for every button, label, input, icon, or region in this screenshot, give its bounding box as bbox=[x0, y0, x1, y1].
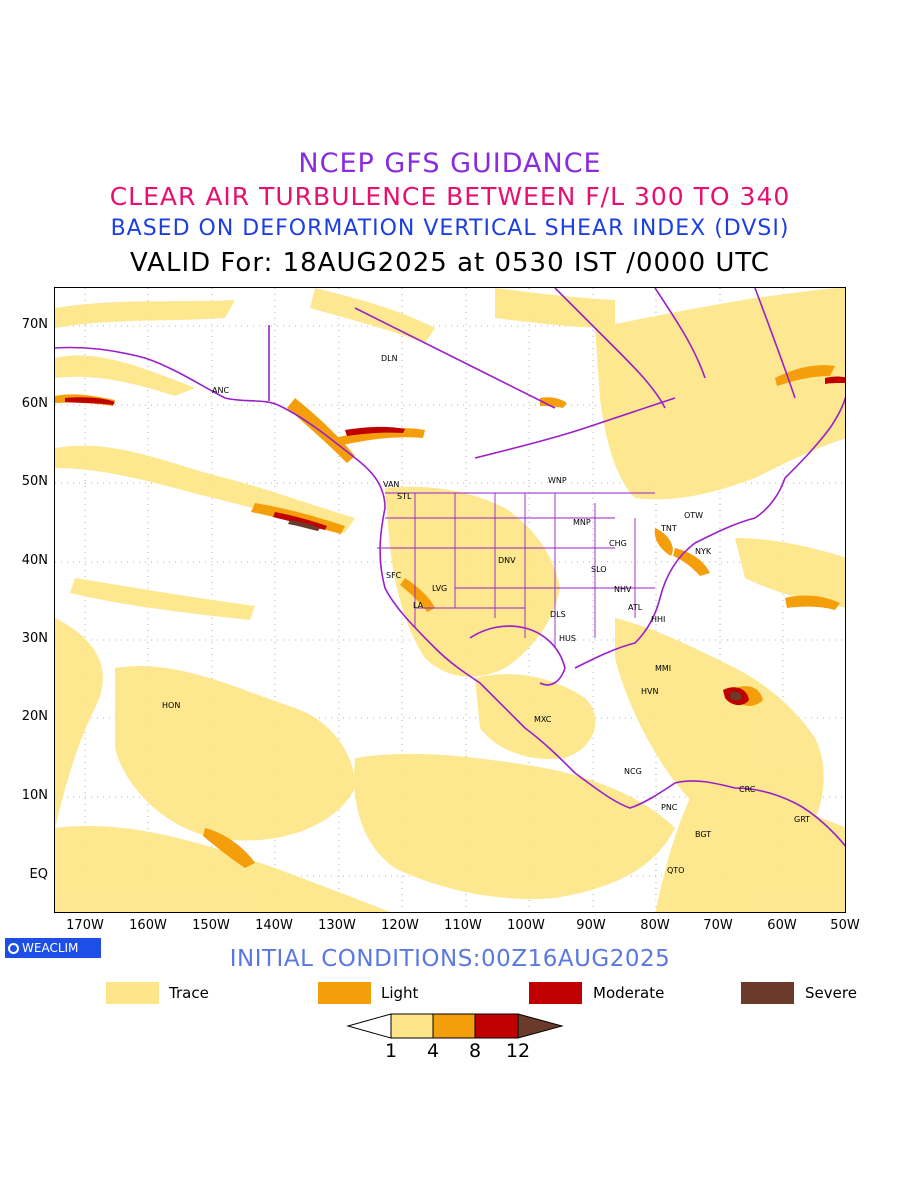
legend-label-light: Light bbox=[381, 984, 419, 1002]
lon-label-130w: 130W bbox=[318, 918, 356, 933]
city-label-dnv: DNV bbox=[498, 556, 516, 565]
lon-label-160w: 160W bbox=[129, 918, 167, 933]
title-line-3: BASED ON DEFORMATION VERTICAL SHEAR INDE… bbox=[110, 216, 790, 241]
legend-swatch-severe bbox=[741, 982, 794, 1004]
lat-label-10n: 10N bbox=[21, 788, 48, 803]
lon-label-50w: 50W bbox=[830, 918, 860, 933]
weaclim-label: WEACLIM bbox=[22, 941, 79, 955]
city-label-pnc: PNC bbox=[661, 803, 678, 812]
turbulence-map bbox=[54, 287, 846, 913]
lat-label-30n: 30N bbox=[21, 631, 48, 646]
city-label-hvn: HVN bbox=[641, 687, 659, 696]
colorbar-label-1: 1 bbox=[384, 1040, 398, 1062]
severe-turbulence-areas bbox=[288, 520, 742, 701]
city-label-crc: CRC bbox=[739, 785, 756, 794]
lon-label-60w: 60W bbox=[767, 918, 797, 933]
city-label-mmi: MMI bbox=[655, 664, 672, 673]
city-label-lvg: LVG bbox=[432, 584, 448, 593]
initial-conditions: INITIAL CONDITIONS:00Z16AUG2025 bbox=[229, 946, 671, 972]
city-label-nyk: NYK bbox=[695, 547, 712, 556]
lon-label-90w: 90W bbox=[576, 918, 606, 933]
legend-label-moderate: Moderate bbox=[593, 984, 665, 1002]
coastlines bbox=[55, 288, 845, 847]
city-label-ncg: NCG bbox=[624, 767, 642, 776]
city-label-mnp: MNP bbox=[573, 518, 591, 527]
colorbar-high-arrow bbox=[517, 1013, 564, 1039]
city-label-qto: QTO bbox=[667, 866, 685, 875]
valid-time: VALID For: 18AUG2025 at 0530 IST /0000 U… bbox=[130, 248, 770, 278]
colorbar bbox=[346, 1013, 564, 1039]
city-label-hhi: HHI bbox=[651, 615, 666, 624]
city-label-la: LA bbox=[413, 601, 424, 610]
legend-swatch-trace bbox=[106, 982, 159, 1004]
lon-label-100w: 100W bbox=[507, 918, 545, 933]
city-label-stl: STL bbox=[397, 492, 412, 501]
colorbar-label-12: 12 bbox=[505, 1040, 531, 1062]
city-label-dln: DLN bbox=[381, 354, 398, 363]
legend-label-severe: Severe bbox=[805, 984, 857, 1002]
city-label-mxc: MXC bbox=[534, 715, 552, 724]
city-label-bgt: BGT bbox=[695, 830, 712, 839]
city-label-anc: ANC bbox=[212, 386, 230, 395]
title-line-2: CLEAR AIR TURBULENCE BETWEEN F/L 300 TO … bbox=[109, 182, 791, 211]
city-label-hon: HON bbox=[162, 701, 181, 710]
colorbar-light bbox=[432, 1013, 476, 1039]
trace-turbulence-areas bbox=[55, 288, 845, 912]
map-canvas bbox=[55, 288, 845, 912]
lon-label-120w: 120W bbox=[381, 918, 419, 933]
legend-swatch-light bbox=[318, 982, 371, 1004]
city-label-otw: OTW bbox=[684, 511, 704, 520]
city-label-nhv: NHV bbox=[614, 585, 632, 594]
lat-label-20n: 20N bbox=[21, 709, 48, 724]
weaclim-logo-icon bbox=[8, 942, 19, 954]
legend-swatch-moderate bbox=[529, 982, 582, 1004]
lon-label-150w: 150W bbox=[192, 918, 230, 933]
city-label-grt: GRT bbox=[794, 815, 811, 824]
city-label-slo: SLO bbox=[591, 565, 607, 574]
city-label-sfc: SFC bbox=[386, 571, 402, 580]
colorbar-low-arrow bbox=[346, 1013, 392, 1039]
city-label-atl: ATL bbox=[628, 603, 643, 612]
lon-label-170w: 170W bbox=[66, 918, 104, 933]
lat-label-eq: EQ bbox=[29, 867, 48, 882]
city-label-dls: DLS bbox=[550, 610, 566, 619]
lon-label-110w: 110W bbox=[444, 918, 482, 933]
colorbar-label-4: 4 bbox=[426, 1040, 440, 1062]
lon-label-80w: 80W bbox=[640, 918, 670, 933]
lat-label-70n: 70N bbox=[21, 317, 48, 332]
city-label-wnp: WNP bbox=[548, 476, 567, 485]
city-label-chg: CHG bbox=[609, 539, 627, 548]
colorbar-label-8: 8 bbox=[468, 1040, 482, 1062]
lat-label-40n: 40N bbox=[21, 553, 48, 568]
legend-label-trace: Trace bbox=[169, 984, 209, 1002]
lon-label-140w: 140W bbox=[255, 918, 293, 933]
lon-label-70w: 70W bbox=[703, 918, 733, 933]
lat-label-50n: 50N bbox=[21, 474, 48, 489]
city-label-hus: HUS bbox=[559, 634, 576, 643]
colorbar-moderate bbox=[474, 1013, 519, 1039]
lat-label-60n: 60N bbox=[21, 396, 48, 411]
city-label-tnt: TNT bbox=[661, 524, 677, 533]
colorbar-trace bbox=[390, 1013, 434, 1039]
weaclim-badge[interactable]: WEACLIM bbox=[5, 938, 101, 958]
title-line-1: NCEP GFS GUIDANCE bbox=[298, 148, 602, 179]
state-boundaries bbox=[377, 492, 655, 648]
city-label-van: VAN bbox=[383, 480, 400, 489]
